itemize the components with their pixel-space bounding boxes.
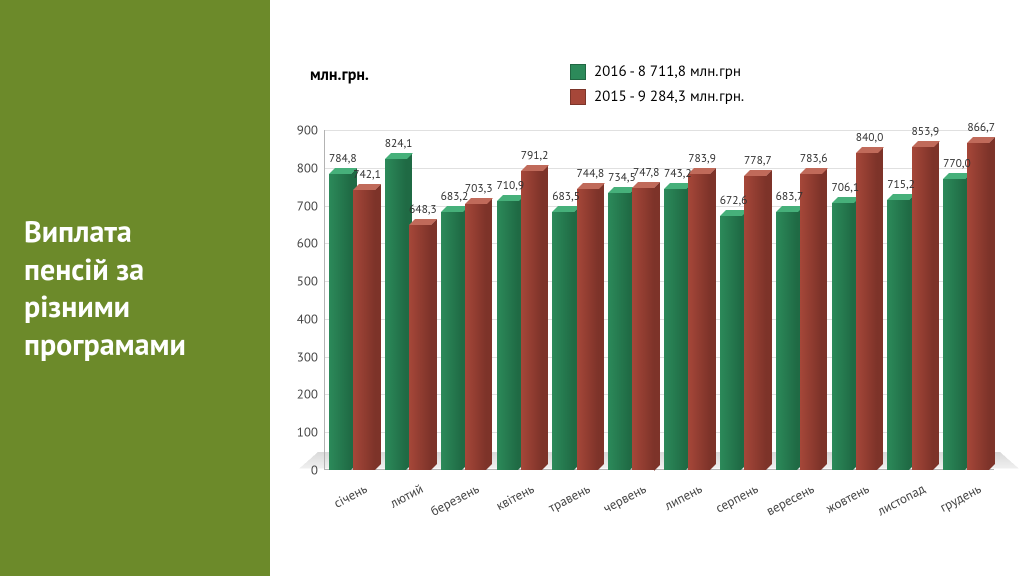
legend-item: 2015 - 9 284,3 млн.грн. [570,87,744,106]
bar [577,189,599,470]
bar [967,143,989,470]
data-label: 783,9 [688,151,716,166]
data-label: 744,8 [577,166,605,181]
data-label: 672,6 [720,193,748,208]
bar [385,159,407,470]
y-tick-label: 700 [297,197,318,214]
bar [409,225,431,470]
bar [688,174,710,470]
data-label: 853,9 [912,124,940,139]
data-label: 743,2 [664,166,692,181]
bar [664,189,686,470]
bar [632,188,654,471]
bar [776,212,798,470]
data-label: 784,8 [329,151,357,166]
bar [441,212,463,470]
data-label: 840,0 [856,130,884,145]
legend-label: 2016 - 8 711,8 млн.грн [594,62,741,81]
chart-panel: млн.грн. 2016 - 8 711,8 млн.грн 2015 - 9 … [270,0,1024,576]
bar [832,203,854,470]
data-label: 866,7 [967,120,995,135]
y-tick-label: 500 [297,273,318,290]
bar [744,176,766,470]
data-label: 734,5 [608,170,636,185]
bar [800,174,822,470]
data-label: 683,7 [776,189,804,204]
data-label: 683,5 [552,189,580,204]
bar [497,201,519,470]
y-tick-label: 600 [297,235,318,252]
data-label: 715,2 [887,177,915,192]
data-label: 824,1 [385,136,413,151]
data-label: 783,6 [800,151,828,166]
left-panel: Виплатапенсій зарізнимипрограмами [0,0,270,576]
y-tick-label: 200 [297,386,318,403]
bar [329,174,351,470]
data-label: 770,0 [943,156,971,171]
data-label: 778,7 [744,153,772,168]
data-label: 747,8 [633,165,659,180]
bar [856,153,878,470]
data-label: 710,9 [496,178,524,193]
bar [720,216,742,470]
data-label: 703,3 [465,181,493,196]
bar [353,190,375,470]
bar [912,147,934,470]
y-tick-label: 0 [311,462,318,479]
data-label: 648,3 [409,202,437,217]
x-tick-label: лютий [356,480,426,528]
unit-label: млн.грн. [310,65,369,85]
slide: Виплатапенсій зарізнимипрограмами млн.гр… [0,0,1024,576]
data-label: 742,1 [353,167,381,182]
x-tick-label: серпень [691,480,761,528]
legend-label: 2015 - 9 284,3 млн.грн. [594,87,744,106]
y-tick-label: 900 [297,122,318,139]
legend: 2016 - 8 711,8 млн.грн 2015 - 9 284,3 млн… [570,62,744,112]
bar [943,179,965,470]
legend-swatch [570,89,586,105]
bar [521,171,543,470]
bar [552,212,574,470]
y-tick-label: 100 [297,424,318,441]
bar [465,204,487,470]
legend-swatch [570,64,586,80]
bar [887,200,909,470]
plot-area: 784,8742,1824,1648,3683,2703,3710,9791,2… [324,130,994,470]
y-tick-label: 800 [297,159,318,176]
bar [608,193,630,470]
legend-item: 2016 - 8 711,8 млн.грн [570,62,744,81]
x-tick-label: грудень [914,480,984,528]
data-label: 706,1 [831,180,859,195]
y-tick-label: 400 [297,310,318,327]
slide-title: Виплатапенсій зарізнимипрограмами [0,213,202,363]
y-tick-label: 300 [297,348,318,365]
data-label: 791,2 [521,148,549,163]
